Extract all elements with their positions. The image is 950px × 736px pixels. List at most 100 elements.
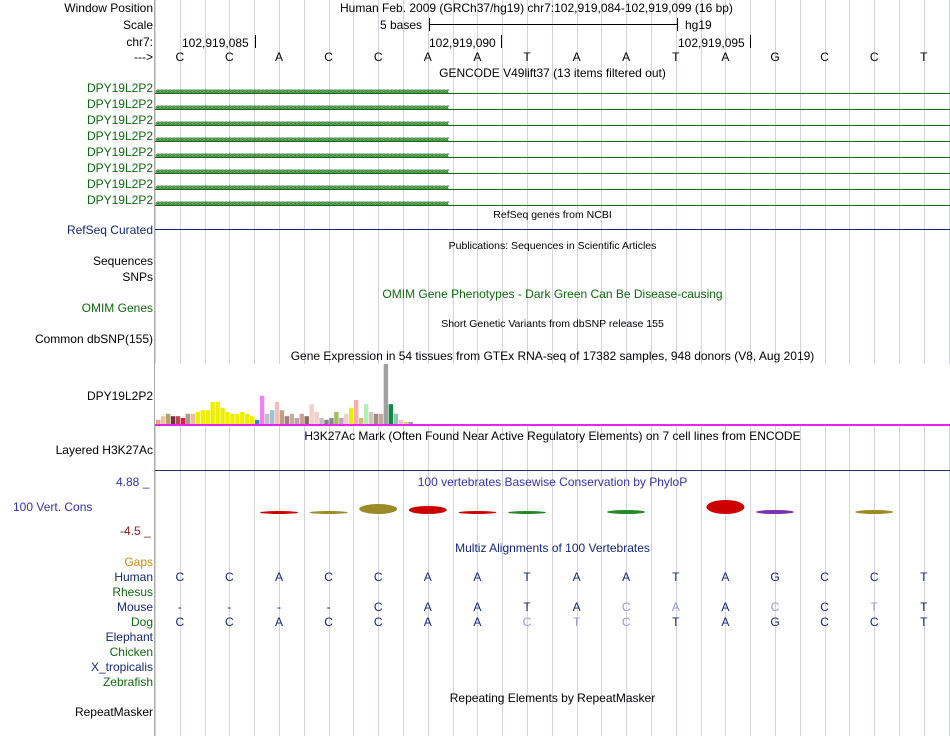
phylop-score-glyph[interactable] — [359, 504, 398, 514]
gencode-gene-line[interactable]: ‹‹‹‹‹‹‹‹‹‹‹‹‹‹‹‹‹‹‹‹‹‹‹‹‹‹‹‹‹‹‹‹‹‹‹‹‹‹‹‹… — [155, 88, 950, 98]
gtex-tissue-bar[interactable] — [344, 413, 349, 424]
gencode-gene-line[interactable]: ‹‹‹‹‹‹‹‹‹‹‹‹‹‹‹‹‹‹‹‹‹‹‹‹‹‹‹‹‹‹‹‹‹‹‹‹‹‹‹‹… — [155, 152, 950, 162]
gtex-tissue-bar[interactable] — [324, 419, 329, 424]
gtex-tissue-bar[interactable] — [165, 413, 171, 424]
gencode-item-label[interactable]: DPY19L2P2 — [86, 97, 153, 111]
phylop-track-title[interactable]: 100 vertebrates Basewise Conservation by… — [417, 475, 688, 489]
phylop-score-glyph[interactable] — [309, 511, 348, 514]
gencode-item-label[interactable]: DPY19L2P2 — [86, 193, 153, 207]
gtex-tissue-bar[interactable] — [269, 410, 275, 424]
dbsnp-track-title[interactable]: Short Genetic Variants from dbSNP releas… — [441, 318, 664, 330]
gtex-tissue-bar[interactable] — [388, 404, 394, 424]
phylop-score-glyph[interactable] — [855, 510, 894, 514]
gtex-tissue-bar[interactable] — [284, 416, 290, 424]
gencode-item-label[interactable]: DPY19L2P2 — [86, 177, 153, 191]
gtex-tissue-bar[interactable] — [225, 412, 230, 424]
gtex-tissue-bar[interactable] — [349, 407, 354, 424]
gtex-tissue-bar[interactable] — [170, 416, 176, 424]
gaps-label[interactable]: Gaps — [124, 555, 153, 569]
gtex-tissue-bar[interactable] — [210, 401, 215, 424]
sequences-label[interactable]: Sequences — [92, 254, 153, 268]
repeatmasker-label[interactable]: RepeatMasker — [74, 705, 153, 719]
gtex-tissue-bar[interactable] — [205, 410, 210, 424]
phylop-score-glyph[interactable] — [607, 510, 646, 514]
repeatmasker-track-title[interactable]: Repeating Elements by RepeatMasker — [449, 691, 656, 705]
species-label[interactable]: Elephant — [105, 630, 153, 644]
species-label[interactable]: Chicken — [109, 645, 153, 659]
gtex-tissue-bar[interactable] — [195, 412, 200, 424]
gencode-item-label[interactable]: DPY19L2P2 — [86, 145, 153, 159]
gtex-tissue-bar[interactable] — [299, 413, 304, 424]
gtex-tissue-bar[interactable] — [245, 413, 250, 424]
gtex-tissue-bar[interactable] — [314, 412, 319, 424]
gencode-gene-line[interactable]: ‹‹‹‹‹‹‹‹‹‹‹‹‹‹‹‹‹‹‹‹‹‹‹‹‹‹‹‹‹‹‹‹‹‹‹‹‹‹‹‹… — [155, 184, 950, 194]
gtex-tissue-bar[interactable] — [200, 410, 205, 424]
gtex-tissue-bar[interactable] — [259, 395, 265, 424]
gtex-tissue-bar[interactable] — [279, 410, 285, 424]
refseq-gene-line[interactable] — [155, 229, 950, 230]
gencode-item-label[interactable]: DPY19L2P2 — [86, 161, 153, 175]
gencode-item-label[interactable]: DPY19L2P2 — [86, 129, 153, 143]
gtex-tissue-bar[interactable] — [378, 413, 384, 424]
gtex-tissue-bar[interactable] — [408, 422, 413, 424]
phylop-score-glyph[interactable] — [756, 510, 794, 514]
gtex-tissue-bar[interactable] — [185, 413, 191, 424]
species-label[interactable]: Zebrafish — [102, 675, 153, 689]
species-label[interactable]: Mouse — [116, 600, 153, 614]
phylop-score-glyph[interactable] — [408, 506, 447, 514]
gtex-tissue-bar[interactable] — [383, 364, 389, 424]
gtex-tissue-bar[interactable] — [289, 413, 295, 424]
gencode-gene-line[interactable]: ‹‹‹‹‹‹‹‹‹‹‹‹‹‹‹‹‹‹‹‹‹‹‹‹‹‹‹‹‹‹‹‹‹‹‹‹‹‹‹‹… — [155, 104, 950, 114]
gtex-tissue-bar[interactable] — [160, 416, 166, 424]
gtex-tissue-bar[interactable] — [250, 416, 255, 424]
refseq-curated-label[interactable]: RefSeq Curated — [66, 223, 153, 237]
gtex-tissue-bar[interactable] — [358, 418, 364, 424]
gencode-gene-line[interactable]: ‹‹‹‹‹‹‹‹‹‹‹‹‹‹‹‹‹‹‹‹‹‹‹‹‹‹‹‹‹‹‹‹‹‹‹‹‹‹‹‹… — [155, 136, 950, 146]
gtex-gene-label[interactable]: DPY19L2P2 — [86, 389, 153, 403]
phylop-conservation-logo[interactable] — [155, 496, 950, 524]
species-label[interactable]: Rhesus — [112, 585, 153, 599]
gtex-tissue-bar[interactable] — [393, 413, 398, 424]
gtex-tissue-bar[interactable] — [220, 407, 225, 424]
gencode-gene-line[interactable]: ‹‹‹‹‹‹‹‹‹‹‹‹‹‹‹‹‹‹‹‹‹‹‹‹‹‹‹‹‹‹‹‹‹‹‹‹‹‹‹‹… — [155, 168, 950, 178]
gtex-tissue-bar[interactable] — [264, 413, 270, 424]
gtex-tissue-bar[interactable] — [180, 418, 186, 424]
gtex-tissue-bar[interactable] — [156, 419, 161, 424]
phylop-score-glyph[interactable] — [508, 511, 546, 514]
refseq-track-title[interactable]: RefSeq genes from NCBI — [493, 209, 612, 221]
snps-label[interactable]: SNPs — [122, 270, 153, 284]
gtex-tissue-bar[interactable] — [309, 404, 314, 424]
gencode-gene-line[interactable]: ‹‹‹‹‹‹‹‹‹‹‹‹‹‹‹‹‹‹‹‹‹‹‹‹‹‹‹‹‹‹‹‹‹‹‹‹‹‹‹‹… — [155, 120, 950, 130]
gtex-tissue-bar[interactable] — [274, 401, 280, 424]
gtex-bar-chart[interactable] — [155, 364, 950, 426]
gtex-tissue-bar[interactable] — [363, 404, 369, 424]
gtex-tissue-bar[interactable] — [240, 412, 245, 424]
gtex-tissue-bar[interactable] — [403, 422, 408, 424]
common-dbsnp-label[interactable]: Common dbSNP(155) — [34, 332, 153, 346]
gencode-gene-line[interactable]: ‹‹‹‹‹‹‹‹‹‹‹‹‹‹‹‹‹‹‹‹‹‹‹‹‹‹‹‹‹‹‹‹‹‹‹‹‹‹‹‹… — [155, 200, 950, 210]
h3k27ac-track-title[interactable]: H3K27Ac Mark (Often Found Near Active Re… — [304, 429, 801, 443]
gtex-tissue-bar[interactable] — [398, 419, 403, 424]
gtex-tissue-bar[interactable] — [319, 418, 324, 424]
gencode-item-label[interactable]: DPY19L2P2 — [86, 81, 153, 95]
publications-track-title[interactable]: Publications: Sequences in Scientific Ar… — [448, 240, 657, 252]
gtex-tissue-bar[interactable] — [215, 401, 220, 424]
gtex-tissue-bar[interactable] — [190, 413, 196, 424]
multiz-track-title[interactable]: Multiz Alignments of 100 Vertebrates — [455, 541, 650, 555]
gtex-tissue-bar[interactable] — [334, 412, 339, 424]
species-label[interactable]: Human — [114, 570, 153, 584]
gtex-tissue-bar[interactable] — [255, 419, 260, 424]
omim-genes-label[interactable]: OMIM Genes — [81, 301, 153, 315]
gtex-tissue-bar[interactable] — [368, 412, 374, 424]
gtex-tissue-bar[interactable] — [230, 413, 235, 424]
gtex-tissue-bar[interactable] — [304, 416, 309, 424]
species-label[interactable]: X_tropicalis — [90, 660, 153, 674]
phylop-score-glyph[interactable] — [706, 500, 745, 514]
gtex-track-title[interactable]: Gene Expression in 54 tissues from GTEx … — [290, 349, 815, 363]
gtex-tissue-bar[interactable] — [329, 418, 334, 424]
gtex-tissue-bar[interactable] — [235, 413, 240, 424]
gencode-item-label[interactable]: DPY19L2P2 — [86, 113, 153, 127]
phylop-score-glyph[interactable] — [458, 511, 497, 514]
species-label[interactable]: Dog — [130, 615, 153, 629]
